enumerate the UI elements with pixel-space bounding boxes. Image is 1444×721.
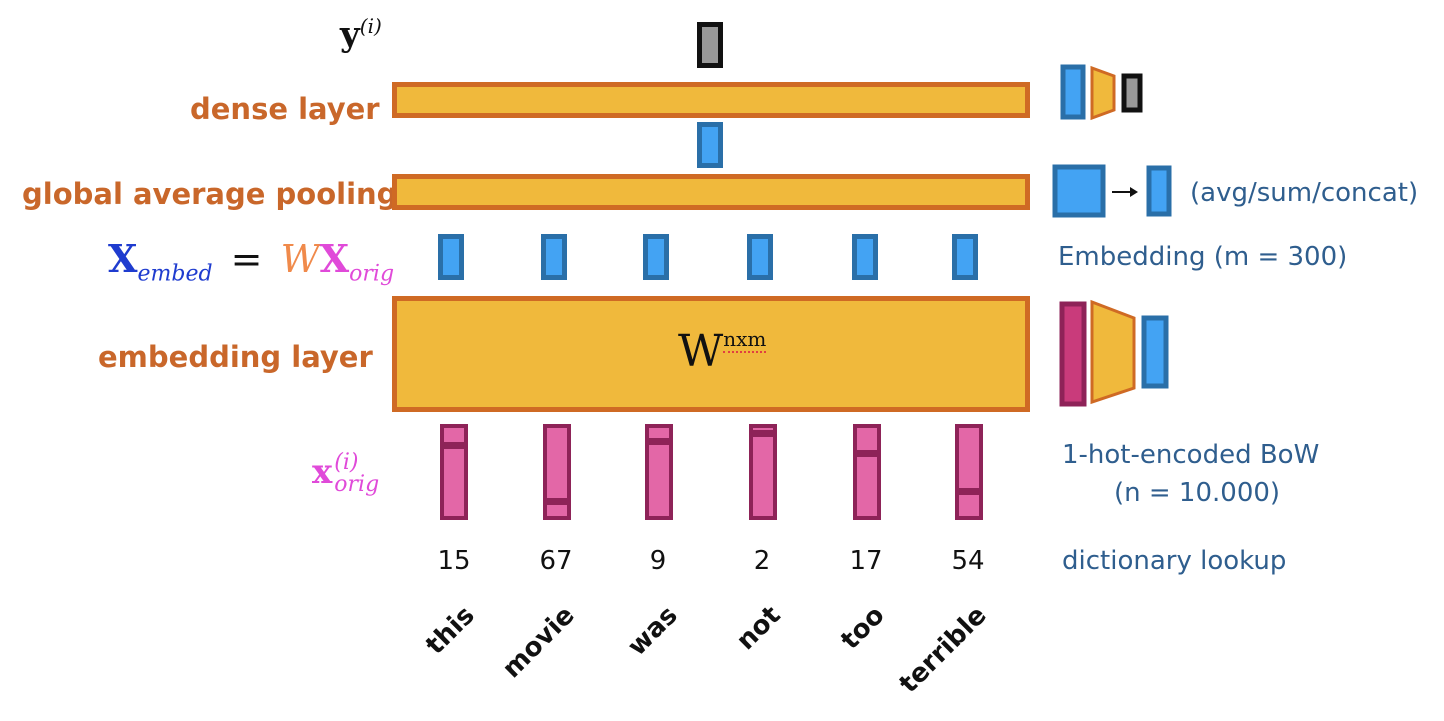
onehot-vector: [749, 424, 777, 520]
embedding-note: Embedding (m = 300): [1058, 242, 1348, 272]
embed-x2: X: [319, 236, 350, 281]
embed-eq: =: [230, 237, 263, 281]
output-y: y: [340, 14, 360, 55]
onehot-note-line1: 1-hot-encoded BoW: [1062, 440, 1320, 470]
token-index: 54: [951, 546, 985, 576]
dense-icon: [1060, 64, 1143, 121]
output-sup: (i): [359, 14, 382, 38]
output-label: y(i): [340, 14, 382, 54]
embedding-vector: [952, 234, 978, 280]
pooled-vector: [697, 122, 723, 168]
token-word: this: [420, 600, 481, 661]
matrix-base: W: [678, 326, 724, 377]
weight-matrix-label: Wnxm: [678, 326, 767, 377]
x-orig-label: x (i) orig: [312, 452, 379, 496]
token-word: not: [730, 600, 787, 657]
token-word: movie: [496, 600, 581, 685]
embedding-layer-label: embedding layer: [98, 340, 373, 374]
embedding-vector: [438, 234, 464, 280]
x-orig-x: x: [312, 452, 333, 492]
onehot-vector: [955, 424, 983, 520]
dense-layer-bar: [392, 82, 1030, 118]
embedding-vector: [643, 234, 669, 280]
embed-equation: Xembed = WXorig: [108, 236, 394, 287]
pooling-bar: [392, 174, 1030, 210]
token-index: 15: [437, 546, 471, 576]
x-orig-sup: (i): [334, 450, 359, 475]
lookup-note: dictionary lookup: [1062, 546, 1287, 576]
token-word: was: [622, 600, 684, 662]
embedding-vector: [852, 234, 878, 280]
onehot-vector: [853, 424, 881, 520]
pooling-label: global average pooling: [22, 177, 398, 211]
token-index: 2: [753, 546, 771, 576]
onehot-vector: [440, 424, 468, 520]
embedding-vector: [541, 234, 567, 280]
onehot-vector: [543, 424, 571, 520]
embedding-layer-box: [392, 296, 1030, 412]
pooling-note: (avg/sum/concat): [1190, 178, 1419, 208]
x-orig-sub: orig: [334, 472, 380, 497]
token-word: terrible: [893, 600, 993, 700]
embed-w: W: [280, 237, 320, 281]
embedding-icon: [1059, 299, 1169, 407]
embed-sub: embed: [137, 261, 213, 287]
token-index: 67: [539, 546, 573, 576]
pooling-icon: [1052, 164, 1172, 218]
onehot-note-line2: (n = 10.000): [1114, 478, 1281, 508]
onehot-vector: [645, 424, 673, 520]
output-unit: [697, 22, 723, 68]
token-index: 9: [649, 546, 667, 576]
token-index: 17: [849, 546, 883, 576]
embed-x: X: [108, 236, 138, 281]
token-word: too: [835, 600, 891, 656]
embedding-vector: [747, 234, 773, 280]
dense-layer-label: dense layer: [190, 92, 380, 126]
embed-sub2: orig: [349, 261, 395, 287]
matrix-sup: nxm: [723, 327, 767, 354]
